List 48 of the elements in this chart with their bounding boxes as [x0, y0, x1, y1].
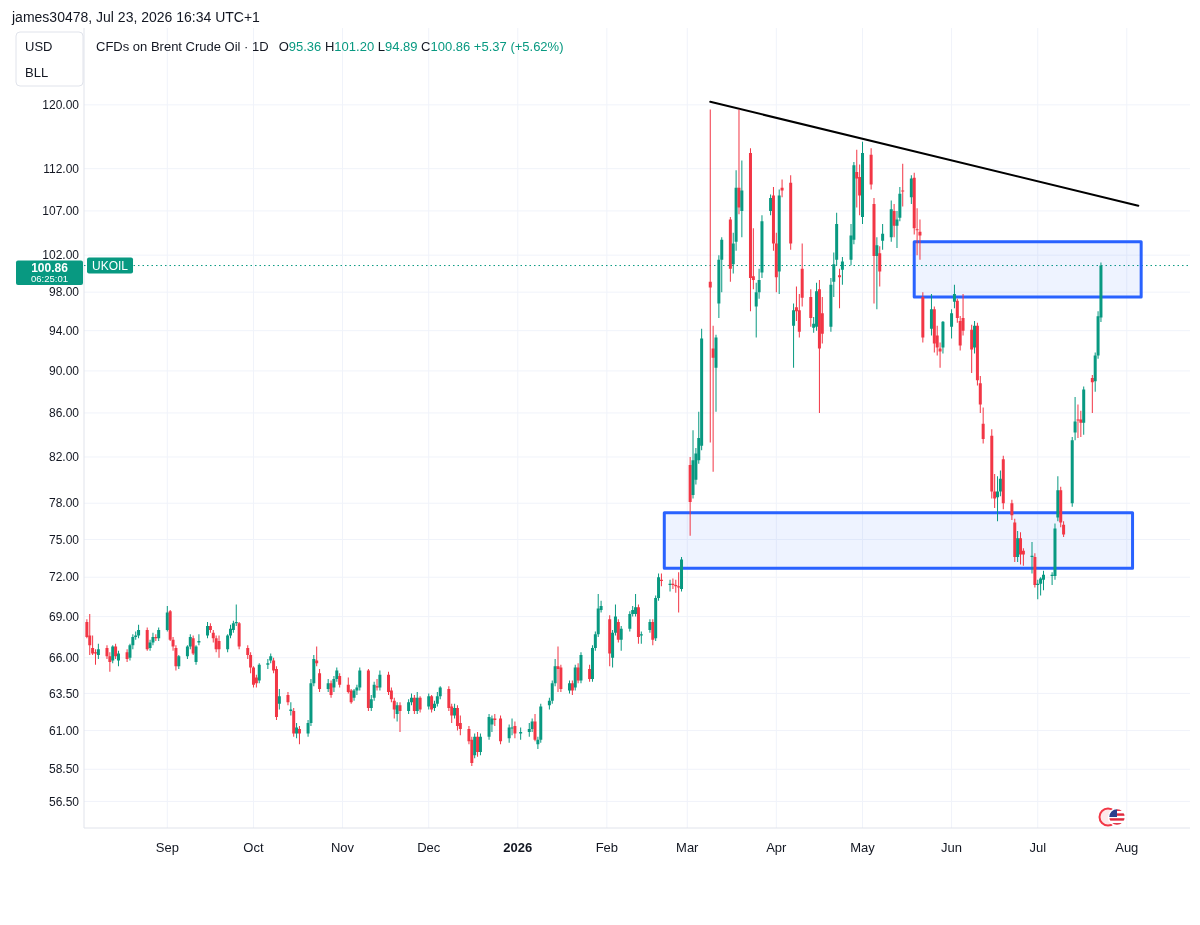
candlestick: [639, 631, 643, 644]
text: O95.36 H101.20 L94.89 C100.86 +5.37 (+5.62%): [278, 38, 564, 54]
y-tick-label: 63.50: [48, 686, 80, 701]
x-tick-label: Feb: [595, 839, 619, 855]
candlestick: [838, 268, 842, 309]
y-tick-label: 86.00: [48, 406, 80, 421]
text: CFDs on Brent Crude Oil · 1D: [96, 38, 269, 54]
x-tick-label: 2026: [503, 839, 533, 855]
candlestick: [677, 572, 681, 613]
x-tick-label: Mar: [676, 839, 700, 855]
candlestick: [1090, 375, 1094, 413]
x-tick-label: Jun: [941, 839, 963, 855]
y-tick-label: 69.00: [48, 609, 80, 624]
y-tick-label: 107.00: [42, 204, 80, 219]
candlestick: [519, 727, 523, 740]
candlestick: [1076, 404, 1080, 439]
x-tick-label: Oct: [243, 839, 264, 855]
y-tick-label: 112.00: [43, 161, 80, 176]
x-tick-label: Apr: [766, 839, 788, 855]
y-tick-label: 98.00: [48, 285, 80, 300]
x-tick-label: Sep: [155, 839, 179, 855]
y-tick-label: 72.00: [48, 570, 80, 585]
y-tick-label: 102.00: [42, 248, 80, 263]
candlestick: [901, 163, 905, 207]
y-tick-label: 94.00: [48, 323, 80, 338]
y-tick-label: 78.00: [48, 496, 80, 511]
y-tick-label: 90.00: [48, 364, 80, 379]
x-tick-label: Aug: [1115, 839, 1139, 855]
y-axis-title: USD: [25, 38, 53, 54]
candlestick: [1036, 579, 1040, 600]
y-tick-label: 82.00: [48, 450, 80, 465]
y-tick-label: 120.00: [42, 98, 80, 113]
y-tick-label: 66.00: [48, 650, 80, 665]
text: BLL: [25, 64, 49, 80]
ref-line-label: UKOIL: [92, 258, 129, 273]
x-tick-label: Dec: [417, 839, 441, 855]
y-tick-label: 75.00: [48, 532, 80, 547]
y-tick-label: 58.50: [48, 762, 80, 777]
candlestick: [1030, 541, 1034, 574]
x-tick-label: Nov: [330, 839, 355, 855]
text: 06:25:01: [31, 273, 68, 285]
x-tick-label: May: [850, 839, 876, 855]
text: 100.86: [31, 260, 69, 275]
candlestick: [556, 646, 560, 692]
y-tick-label: 61.00: [48, 723, 80, 738]
y-tick-label: 56.50: [48, 794, 80, 809]
text: james30478, Jul 23, 2026 16:34 UTC+1: [11, 8, 261, 25]
x-tick-label: Jul: [1029, 839, 1047, 855]
